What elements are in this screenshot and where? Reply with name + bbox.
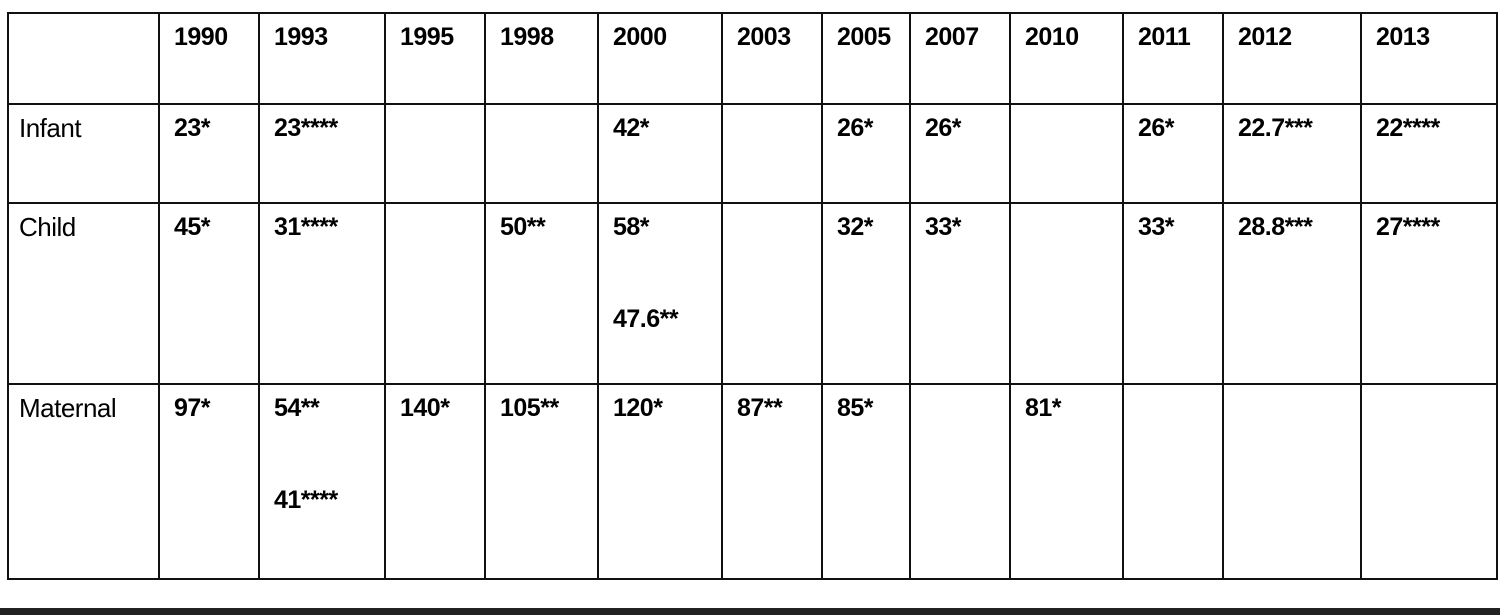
table-cell: 45* [158,202,260,385]
column-header: 2013 [1360,12,1498,105]
cell-value: 50** [500,213,546,241]
table-cell: 87** [721,383,823,580]
table-cell: 23**** [258,103,386,204]
table-cell [909,383,1011,580]
table-row: Maternal 97* 54** 41**** 140* 105** 120* 87** 85… [7,383,1498,580]
table-cell: 33* [1122,202,1224,385]
table-cell [1360,383,1498,580]
cell-value: 26* [837,114,874,142]
column-header: 2012 [1222,12,1362,105]
table-cell: 32* [821,202,911,385]
cell-value: 85* [837,394,874,422]
cell-value: 41**** [274,486,338,514]
row-header: Maternal [7,383,160,580]
cell-value: 54** [274,394,320,422]
cell-value: 23**** [274,114,338,142]
table-cell: 54** 41**** [258,383,386,580]
cell-value: 120* [613,394,663,422]
cell-value: 22.7*** [1238,114,1313,142]
table-cell [484,103,599,204]
header-row: 1990 1993 1995 1998 2000 2003 2005 2007 2010 2011… [7,12,1498,105]
table-cell: 22**** [1360,103,1498,204]
cell-value: 81* [1025,394,1062,422]
cell-value: 27**** [1376,213,1440,241]
table-cell: 33* [909,202,1011,385]
column-header: 1998 [484,12,599,105]
table-row: Child 45* 31**** 50** 58* 47.6** 32* 33* 33* 28.8… [7,202,1498,385]
table-cell: 26* [909,103,1011,204]
table-cell [1122,383,1224,580]
table-cell: 26* [821,103,911,204]
column-header: 2010 [1009,12,1124,105]
cell-value: 26* [925,114,962,142]
table-cell: 22.7*** [1222,103,1362,204]
table-cell: 23* [158,103,260,204]
cell-value: 31**** [274,213,338,241]
table-cell [384,202,486,385]
cell-value: 87** [737,394,783,422]
cell-value: 45* [174,213,211,241]
table-cell: 105** [484,383,599,580]
cell-value: 42* [613,114,650,142]
cell-value: 105** [500,394,559,422]
column-header: 2011 [1122,12,1224,105]
column-header: 2003 [721,12,823,105]
cell-value: 22**** [1376,114,1440,142]
data-table: 1990 1993 1995 1998 2000 2003 2005 2007 2010 2011… [7,12,1498,580]
cell-value: 47.6** [613,305,679,333]
cell-value: 23* [174,114,211,142]
column-header: 1990 [158,12,260,105]
table-cell: 85* [821,383,911,580]
cell-value: 26* [1138,114,1175,142]
table-cell [721,202,823,385]
column-header: 2007 [909,12,1011,105]
table-cell: 50** [484,202,599,385]
column-header: 2000 [597,12,723,105]
table-cell: 31**** [258,202,386,385]
table-cell: 120* [597,383,723,580]
column-header: 2005 [821,12,911,105]
table-cell [384,103,486,204]
corner-cell [7,12,160,105]
table-cell [1222,383,1362,580]
column-header: 1993 [258,12,386,105]
cell-value: 33* [1138,213,1175,241]
row-header: Child [7,202,160,385]
bottom-rule [0,608,1500,615]
table-cell: 27**** [1360,202,1498,385]
table-cell: 28.8*** [1222,202,1362,385]
column-header: 1995 [384,12,486,105]
row-header: Infant [7,103,160,204]
cell-value: 33* [925,213,962,241]
table-cell [721,103,823,204]
cell-value: 58* [613,213,650,241]
table-row: Infant 23* 23**** 42* 26* 26* 26* 22.7*** 22**** [7,103,1498,204]
table-cell: 97* [158,383,260,580]
table-cell: 58* 47.6** [597,202,723,385]
table-cell: 140* [384,383,486,580]
table-cell: 26* [1122,103,1224,204]
table-cell [1009,202,1124,385]
cell-value: 140* [400,394,450,422]
table-cell: 81* [1009,383,1124,580]
cell-value: 28.8*** [1238,213,1313,241]
table-cell [1009,103,1124,204]
cell-value: 97* [174,394,211,422]
table-cell: 42* [597,103,723,204]
cell-value: 32* [837,213,874,241]
